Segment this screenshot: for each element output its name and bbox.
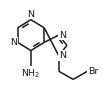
Text: Br: Br <box>88 67 98 76</box>
Text: NH$_2$: NH$_2$ <box>21 67 41 80</box>
Text: N: N <box>10 38 17 47</box>
Text: N: N <box>27 10 34 19</box>
Text: N: N <box>59 51 66 60</box>
Text: N: N <box>59 31 66 40</box>
